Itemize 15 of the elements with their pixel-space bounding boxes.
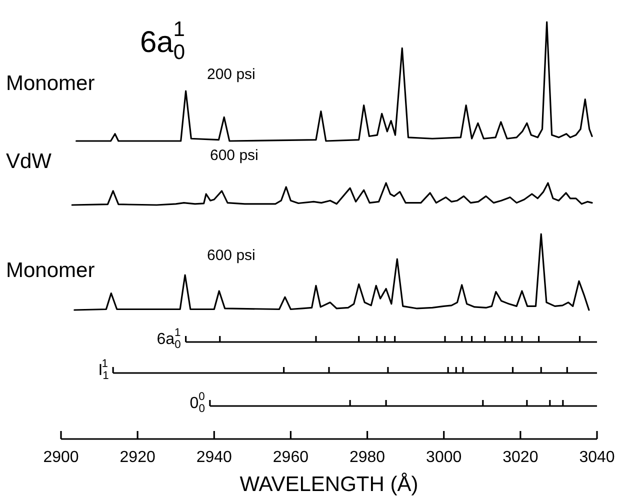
x-tick-label: 2920 — [120, 449, 156, 466]
text: 600 psi — [210, 147, 258, 164]
x-axis-title: WAVELENGTH (Å) — [240, 472, 418, 496]
series-label: Monomer — [6, 259, 95, 282]
annotation: 600 psi — [207, 247, 256, 264]
x-tick-label: 3020 — [502, 449, 538, 466]
x-tick-label: 2900 — [43, 449, 79, 466]
x-tick-label: 2940 — [196, 449, 232, 466]
x-tick-label: 3040 — [579, 449, 615, 466]
x-tick-label: 2960 — [272, 449, 309, 466]
annotation: 200 psi — [207, 66, 256, 83]
text: Monomer — [6, 72, 95, 95]
series-label: VdW — [6, 150, 52, 173]
x-tick-label: 2980 — [349, 449, 386, 466]
x-tick-label: 3000 — [426, 449, 462, 466]
